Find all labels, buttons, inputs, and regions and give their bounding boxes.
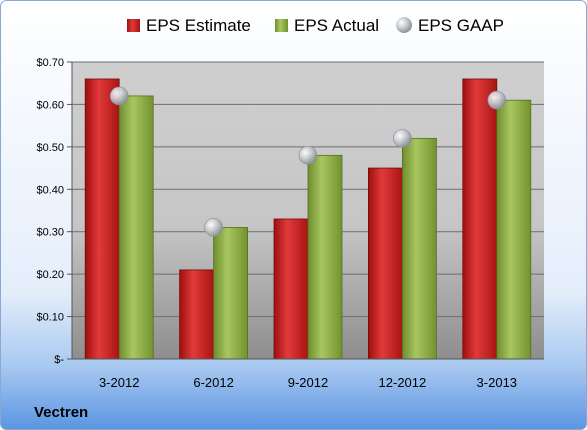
- marker-eps-gaap: [393, 129, 412, 148]
- marker-eps-gaap: [487, 90, 507, 110]
- bar-eps-estimate: [273, 218, 309, 360]
- bar-eps-estimate: [462, 78, 498, 360]
- x-tick-label: 12-2012: [379, 375, 427, 390]
- y-tick-label: $0.20: [36, 269, 64, 281]
- legend: EPS Estimate EPS Actual EPS GAAP: [127, 16, 504, 35]
- bar-eps-actual: [307, 154, 343, 360]
- bars: [84, 78, 532, 360]
- bar-eps-actual: [213, 227, 249, 360]
- x-axis: 3-2012 6-2012 9-2012 12-2012 3-2013: [72, 358, 544, 390]
- y-tick-label: $0.70: [36, 57, 64, 69]
- legend-label-eps-estimate: EPS Estimate: [146, 16, 251, 35]
- legend-label-eps-gaap: EPS GAAP: [418, 16, 504, 35]
- bar-eps-estimate: [84, 78, 120, 360]
- company-name: Vectren: [34, 404, 88, 421]
- legend-swatch-eps-estimate: [127, 19, 140, 32]
- x-tick-label: 3-2012: [99, 375, 139, 390]
- bar-eps-actual: [496, 99, 532, 360]
- marker-eps-gaap: [204, 218, 223, 237]
- legend-swatch-eps-actual: [275, 19, 288, 32]
- x-tick-label: 3-2013: [477, 375, 517, 390]
- x-tick-label: 6-2012: [193, 375, 233, 390]
- x-tick-label: 9-2012: [288, 375, 328, 390]
- y-tick-label: $0.30: [36, 227, 64, 239]
- y-tick-label: $-: [54, 354, 64, 366]
- y-axis: $- $0.10 $0.20 $0.30 $0.40 $0.50 $0.60 $0.70: [36, 57, 73, 366]
- legend-label-eps-actual: EPS Actual: [294, 16, 379, 35]
- bar-eps-actual: [118, 95, 154, 360]
- bar-eps-estimate: [179, 269, 215, 360]
- bar-eps-actual: [401, 137, 437, 360]
- y-tick-label: $0.40: [36, 184, 64, 196]
- gaap-markers: [109, 86, 507, 237]
- marker-eps-gaap: [298, 146, 318, 165]
- legend-marker-eps-gaap: [396, 17, 412, 33]
- bar-eps-estimate: [367, 167, 403, 360]
- marker-eps-gaap: [109, 86, 129, 106]
- y-tick-label: $0.10: [36, 312, 64, 324]
- y-tick-label: $0.60: [36, 99, 64, 111]
- y-tick-label: $0.50: [36, 142, 64, 154]
